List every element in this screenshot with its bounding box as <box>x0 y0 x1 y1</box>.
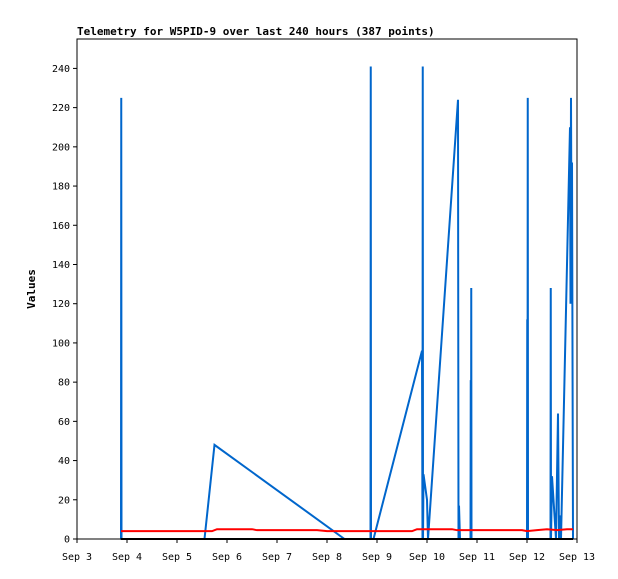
series-layer <box>120 66 574 540</box>
x-tick-label-8: Sep 11 <box>459 552 495 563</box>
series-line-0 <box>120 66 574 540</box>
y-tick-label-6: 120 <box>52 299 70 310</box>
y-axis-label: Values <box>25 269 38 309</box>
y-tick-label-4: 80 <box>58 378 70 389</box>
y-tick-label-3: 60 <box>58 417 70 428</box>
x-tick-label-0: Sep 3 <box>62 552 92 563</box>
series-line-1 <box>121 528 573 533</box>
y-tick-label-8: 160 <box>52 221 70 232</box>
y-tick-label-11: 220 <box>52 103 70 114</box>
y-tick-label-9: 180 <box>52 182 70 193</box>
y-tick-label-5: 100 <box>52 338 70 349</box>
x-tick-label-5: Sep 8 <box>312 552 342 563</box>
y-tick-label-12: 240 <box>52 64 70 75</box>
y-tick-label-0: 0 <box>64 535 70 546</box>
x-tick-label-1: Sep 4 <box>112 552 142 563</box>
y-axis: 0 20 40 60 80 100 120 140 160 180 200 220 240 <box>52 64 77 546</box>
chart-title: Telemetry for W5PID-9 over last 240 hour… <box>77 25 435 38</box>
x-tick-label-4: Sep 7 <box>262 552 292 563</box>
y-tick-label-10: 200 <box>52 142 70 153</box>
x-tick-label-7: Sep 10 <box>409 552 445 563</box>
x-tick-label-10: Sep 13 <box>559 552 595 563</box>
plot-frame <box>76 38 578 540</box>
x-tick-label-2: Sep 5 <box>162 552 192 563</box>
x-tick-label-9: Sep 12 <box>509 552 545 563</box>
y-tick-label-2: 40 <box>58 456 70 467</box>
y-tick-label-7: 140 <box>52 260 70 271</box>
x-tick-label-6: Sep 9 <box>362 552 392 563</box>
y-tick-label-1: 20 <box>58 495 70 506</box>
x-tick-label-3: Sep 6 <box>212 552 242 563</box>
x-axis: Sep 3 Sep 4 Sep 5 Sep 6 Sep 7 Sep 8 Sep 9 Sep 1… <box>62 539 595 563</box>
